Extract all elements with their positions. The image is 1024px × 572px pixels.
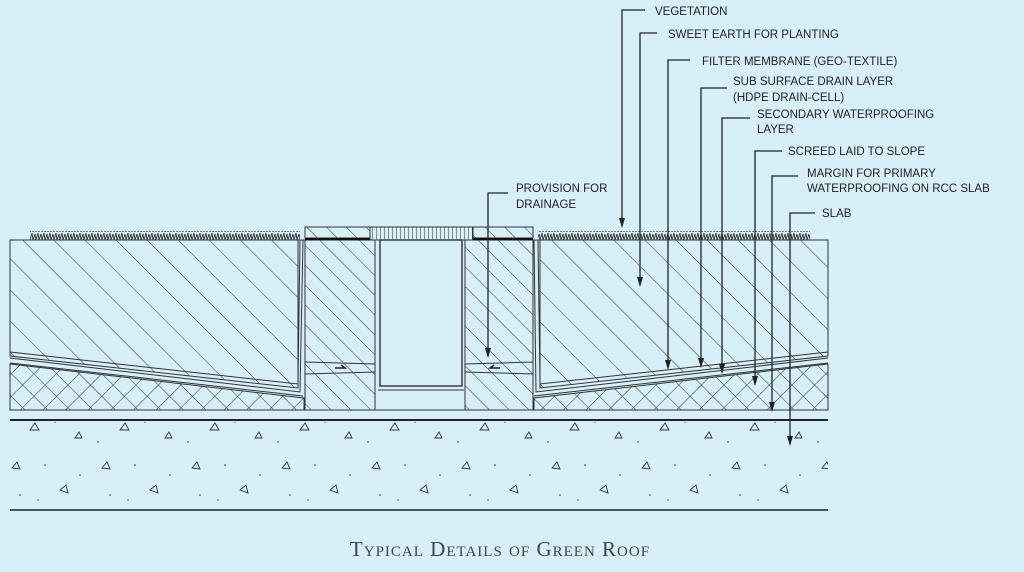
label-slab: SLAB [822,208,852,220]
label-provision-1: PROVISION FOR [516,183,607,195]
label-sweet-earth: SWEET EARTH FOR PLANTING [668,29,839,41]
drain-membrane-layers [9,239,829,397]
label-margin-1: MARGIN FOR PRIMARY [807,168,936,180]
label-drain-layer-2: (HDPE DRAIN-CELL) [733,92,844,104]
label-secondary-wp-2: LAYER [757,124,794,136]
label-drain-layer-1: SUB SURFACE DRAIN LAYER [733,76,893,88]
label-secondary-wp-1: SECONDARY WATERPROOFING [757,109,934,121]
rcc-slab [10,409,828,511]
label-screed: SCREED LAID TO SLOPE [788,146,925,158]
label-filter-membrane: FILTER MEMBRANE (GEO-TEXTILE) [702,56,897,68]
leader-arrowheads [485,218,793,446]
leader-lines [487,9,815,444]
figure-title: Typical Details of Green Roof [350,537,650,561]
sweet-earth-layer [9,239,829,389]
drain-chamber [304,239,534,411]
vegetation-layer [10,231,828,241]
label-provision-2: DRAINAGE [516,199,576,211]
label-margin-2: WATERPROOFING ON RCC SLAB [807,183,990,195]
label-vegetation: VEGETATION [655,6,727,18]
drain-grating [304,226,534,241]
